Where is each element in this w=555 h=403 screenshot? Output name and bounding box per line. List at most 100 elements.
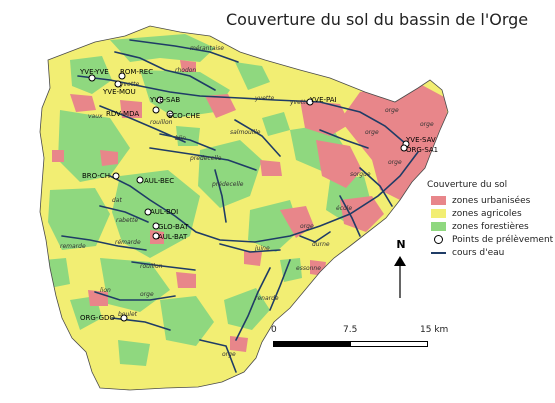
river-lion	[214, 169, 227, 223]
station-marker[interactable]	[144, 208, 152, 216]
station-org-sa1[interactable]: ORG-SA1	[400, 144, 438, 154]
station-marker[interactable]	[306, 98, 314, 106]
river-renarde	[235, 267, 271, 341]
station-marker[interactable]	[88, 74, 96, 82]
river-yvette-main	[77, 75, 407, 145]
river-network	[61, 39, 419, 373]
station-aul-bec[interactable]: AUL-BEC	[136, 176, 174, 185]
station-marker[interactable]	[136, 176, 144, 184]
river-label: orge	[140, 291, 154, 298]
station-label: GLO-BAT	[158, 223, 189, 231]
legend-item-urban: zones urbanisées	[431, 194, 553, 207]
legend-item-points: Points de prélèvement	[431, 233, 553, 246]
station-label: RDV-MDA	[106, 110, 139, 118]
river-label: rouillon	[140, 263, 163, 270]
north-arrow-icon	[394, 256, 406, 298]
legend-item-agricultural: zones agricoles	[431, 207, 553, 220]
river-orge-main	[109, 151, 419, 243]
station-eco-che[interactable]: ECO-CHE	[166, 110, 200, 120]
scale-bar: 0 7.5 15 km	[262, 325, 448, 355]
river-label: prédecelle	[189, 155, 222, 162]
station-marker[interactable]	[112, 172, 120, 180]
station-label: AUL-BEC	[144, 177, 174, 185]
river-label: orge	[385, 107, 399, 114]
station-yve-sab[interactable]: YVE-SAB	[149, 96, 180, 104]
river-label: salmouille	[230, 129, 261, 136]
north-label: N	[396, 238, 406, 251]
station-label: YVE-SAB	[149, 96, 180, 104]
station-label: YVE-MOU	[102, 88, 136, 96]
river-rhodon	[114, 51, 216, 91]
station-aul-boi[interactable]: AUL-BOI	[144, 208, 178, 216]
station-marker[interactable]	[152, 106, 160, 114]
river-juine	[219, 243, 281, 253]
agricultural-swatch	[431, 209, 446, 218]
scale-label-end: 15 km	[420, 325, 449, 335]
station-label: YVE-PAI	[309, 96, 337, 104]
station-aul-bat[interactable]: AUL-BAT	[152, 232, 188, 241]
point-symbol	[434, 235, 443, 244]
urban-swatch	[431, 196, 446, 205]
station-marker[interactable]	[152, 232, 160, 240]
station-marker[interactable]	[156, 96, 164, 104]
forest-swatch	[431, 222, 446, 231]
scale-label-mid: 7.5	[343, 325, 358, 335]
station-yve-mou[interactable]: YVE-MOU	[102, 80, 136, 96]
legend-label: zones forestières	[452, 221, 529, 232]
river-label: yvette	[254, 95, 274, 102]
station-yve-yve[interactable]: YVE-YVE	[79, 68, 109, 82]
river-label: essonne	[296, 265, 321, 272]
station-label: ROM-REC	[120, 68, 153, 76]
scale-bar-graphic	[273, 341, 428, 347]
river-label: orge	[420, 121, 434, 128]
river-rouillon-north	[319, 129, 369, 149]
legend-label: zones urbanisées	[452, 195, 531, 206]
river-rouillon-south	[131, 261, 196, 271]
station-marker[interactable]	[114, 80, 122, 88]
scale-segment-dark	[274, 342, 351, 346]
station-label: ORG-SA1	[406, 146, 438, 154]
station-marker[interactable]	[120, 314, 128, 322]
station-label: AUL-BAT	[158, 233, 188, 241]
river-ecole	[339, 195, 361, 237]
river-label: sorgue	[350, 171, 371, 178]
river-label: renarde	[255, 295, 279, 302]
river-label: blin	[175, 135, 186, 142]
station-marker[interactable]	[152, 222, 160, 230]
scale-label-0: 0	[271, 325, 277, 335]
station-glo-bat[interactable]: GLO-BAT	[152, 222, 189, 231]
river-label: dat	[112, 197, 122, 204]
sampling-points: YVE-YVE YVE-MOU ROM-REC RDV-MDA YVE-SAB …	[79, 68, 438, 322]
station-yve-pai[interactable]: YVE-PAI	[306, 96, 337, 106]
station-rom-rec[interactable]: ROM-REC	[118, 68, 153, 80]
station-label: BRO-CH	[82, 172, 110, 180]
river-essonne	[269, 259, 291, 311]
station-marker[interactable]	[166, 110, 174, 118]
station-rdv-mda[interactable]: RDV-MDA	[106, 106, 160, 118]
river-predecelle	[149, 147, 257, 171]
river-label: orge	[365, 129, 379, 136]
river-label: rouillon	[150, 119, 173, 126]
river-label: vaux	[88, 113, 103, 120]
river-rabette	[99, 205, 149, 223]
legend-label: cours d'eau	[452, 247, 505, 258]
station-marker[interactable]	[118, 72, 126, 80]
river-label: yvette	[119, 81, 139, 88]
river-label: rhodon	[175, 67, 196, 74]
river-merantaise	[129, 39, 239, 63]
river-sorgue	[359, 167, 393, 207]
river-label: orge	[222, 351, 236, 358]
station-label: YVE-SAV	[405, 136, 436, 144]
legend-item-forest: zones forestières	[431, 220, 553, 233]
station-marker[interactable]	[400, 144, 408, 152]
river-label: prédecelle	[211, 181, 244, 188]
station-org-gdo[interactable]: ORG-GDO	[80, 314, 128, 322]
river-symbol	[431, 251, 446, 254]
river-orge-southeast	[199, 339, 237, 373]
river-label: boulet	[118, 311, 138, 318]
river-label: durne	[312, 241, 330, 248]
river-label: orge	[300, 223, 314, 230]
station-bro-ch[interactable]: BRO-CH	[82, 172, 120, 180]
legend-item-rivers: cours d'eau	[431, 246, 553, 259]
